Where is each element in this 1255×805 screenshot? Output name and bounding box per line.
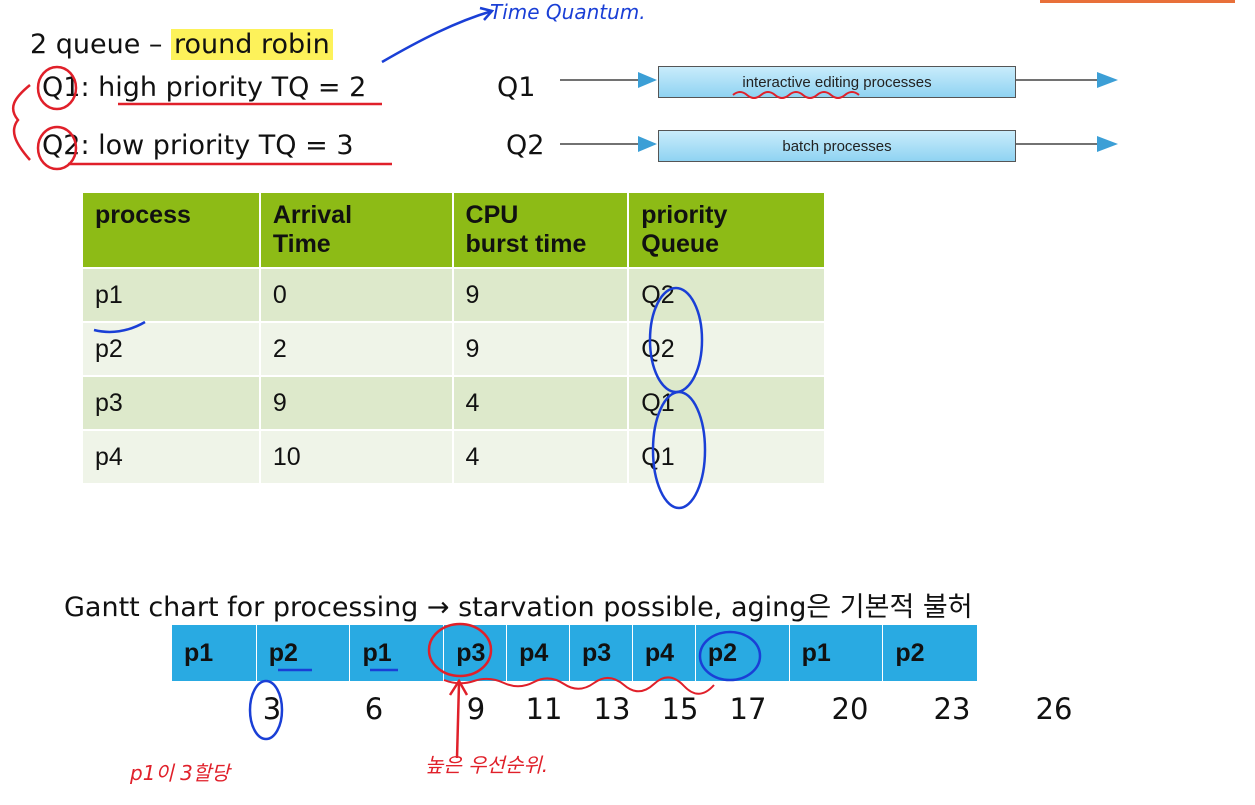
q2-in-arrowhead xyxy=(638,136,657,152)
cell-process: p1 xyxy=(83,268,261,323)
q2-queue-box: batch processes xyxy=(658,130,1016,162)
time-quantum-arrowhead xyxy=(479,6,495,21)
q2-queue-box-label: batch processes xyxy=(782,137,892,155)
p1-allocation-note: p1이 3할당 xyxy=(129,761,232,785)
gantt-segment-p3: p3 xyxy=(570,625,633,681)
cell-arrival: 2 xyxy=(259,322,454,377)
gantt-red-squiggle xyxy=(443,676,715,695)
q1-blue-oval xyxy=(651,390,707,510)
cell-burst: 9 xyxy=(452,268,630,323)
table-row: p3 9 4 Q1 xyxy=(83,376,826,431)
p3-priority-note: 높은 우선순위. xyxy=(425,753,548,777)
gantt-tick-label: 15 xyxy=(661,692,699,726)
gantt-bar: p1 p2 p1 p3 p4 p3 p4 p2 p1 p2 xyxy=(172,625,977,681)
q1-in-arrowhead xyxy=(638,72,657,88)
gantt-segment-p1: p1 xyxy=(790,625,884,681)
gantt-segment-p3: p3 xyxy=(444,625,508,681)
cell-queue: Q2 xyxy=(628,268,826,323)
editing-red-squiggle xyxy=(732,91,860,99)
gantt-segment-p2: p2 xyxy=(257,625,351,681)
p2-blue-circle xyxy=(698,630,762,682)
gantt-tick-label: 11 xyxy=(525,692,563,726)
queue-red-brace xyxy=(11,84,31,161)
cell-queue: Q2 xyxy=(628,322,826,377)
cell-arrival: 9 xyxy=(259,376,454,431)
gantt-segment-p2: p2 xyxy=(696,625,790,681)
header-process: process xyxy=(83,193,261,269)
cell-burst: 4 xyxy=(452,376,630,431)
gantt-tick-label: 23 xyxy=(933,692,971,726)
gantt-tick-label: 3 xyxy=(262,692,282,726)
time-quantum-note: Time Quantum. xyxy=(490,0,646,24)
q1-out-arrowhead xyxy=(1097,72,1118,88)
gantt-tick-label: 13 xyxy=(593,692,631,726)
table-row: p1 0 9 Q2 xyxy=(83,268,826,323)
gantt-tick-label: 26 xyxy=(1035,692,1073,726)
q1-description: Q1: high priority TQ = 2 xyxy=(42,72,366,103)
p1-blue-underline xyxy=(93,320,146,334)
q2-out-arrowhead xyxy=(1097,136,1118,152)
title-highlight: round robin xyxy=(171,29,333,60)
q2-description: Q2: low priority TQ = 3 xyxy=(42,130,354,161)
top-accent-rule xyxy=(1040,0,1235,3)
gantt-segment-p1: p1 xyxy=(350,625,445,681)
q2-blue-oval xyxy=(648,286,704,394)
gantt-segment-p4: p4 xyxy=(633,625,696,681)
cell-process: p4 xyxy=(83,430,261,485)
cell-arrival: 0 xyxy=(259,268,454,323)
header-cpu-burst-time: CPU burst time xyxy=(452,193,630,269)
gantt-segment-p1: p1 xyxy=(172,625,257,681)
q2-red-circle xyxy=(36,125,78,171)
time-quantum-arrow xyxy=(381,9,493,64)
q1-queue-box: interactive editing processes xyxy=(658,66,1016,98)
q2-detail: : low priority TQ = 3 xyxy=(80,130,354,161)
q1-red-circle xyxy=(36,65,78,111)
gantt-tick-label: 17 xyxy=(729,692,767,726)
gantt-tick-label: 6 xyxy=(364,692,384,726)
gantt-segment-p4: p4 xyxy=(507,625,570,681)
cell-arrival: 10 xyxy=(259,430,454,485)
cell-burst: 9 xyxy=(452,322,630,377)
header-priority-queue: priority Queue xyxy=(628,193,826,269)
table-row: p4 10 4 Q1 xyxy=(83,430,826,485)
table-header-row: process Arrival Time CPU burst time priori… xyxy=(83,193,826,269)
slide-title: 2 queue – round robin xyxy=(30,29,333,60)
gantt-segment-p2: p2 xyxy=(895,638,925,667)
tick-3-blue-circle xyxy=(248,679,284,741)
cell-process: p3 xyxy=(83,376,261,431)
title-prefix: 2 queue – xyxy=(30,29,172,60)
q1-diagram-label: Q1 xyxy=(497,72,536,103)
gantt-tick-label: 9 xyxy=(466,692,486,726)
p3-red-circle xyxy=(427,622,493,678)
p3-red-arrowhead xyxy=(448,678,469,696)
gantt-tick-label: 20 xyxy=(831,692,869,726)
cell-burst: 4 xyxy=(452,430,630,485)
header-arrival-time: Arrival Time xyxy=(259,193,454,269)
gantt-caption: Gantt chart for processing → starvation … xyxy=(64,592,973,623)
cell-queue: Q1 xyxy=(628,430,826,485)
p3-red-arrow-line xyxy=(455,682,461,759)
q2-diagram-label: Q2 xyxy=(506,130,545,161)
q1-queue-box-label: interactive editing processes xyxy=(742,73,932,91)
cell-queue: Q1 xyxy=(628,376,826,431)
q1-detail: : high priority TQ = 2 xyxy=(80,72,367,103)
